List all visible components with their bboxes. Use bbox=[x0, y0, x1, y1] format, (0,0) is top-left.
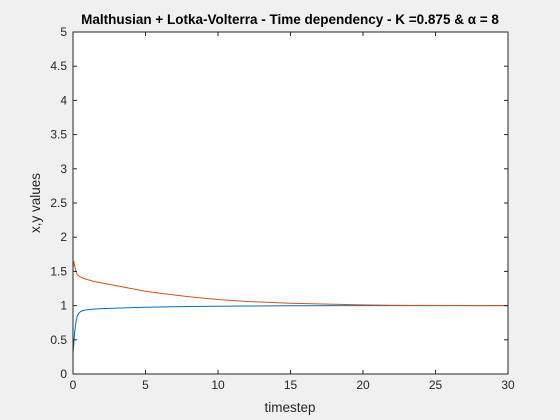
y-tick-label: 4 bbox=[60, 93, 67, 107]
y-tick-label: 2 bbox=[60, 230, 67, 244]
x-tick-label: 15 bbox=[284, 378, 298, 392]
y-tick-label: 1.5 bbox=[50, 264, 67, 278]
y-tick-label: 1 bbox=[60, 299, 67, 313]
y-tick-label: 2.5 bbox=[50, 196, 67, 210]
x-tick-label: 10 bbox=[211, 378, 225, 392]
y-tick-label: 3.5 bbox=[50, 128, 67, 142]
y-tick-label: 4.5 bbox=[50, 59, 67, 73]
y-tick-label: 5 bbox=[60, 25, 67, 39]
x-tick-label: 30 bbox=[501, 378, 515, 392]
x-axis-label: timestep bbox=[264, 400, 315, 415]
y-tick-label: 0.5 bbox=[50, 333, 67, 347]
y-tick-label: 0 bbox=[60, 367, 67, 381]
x-tick-label: 5 bbox=[142, 378, 149, 392]
y-axis-label: x,y values bbox=[28, 173, 43, 233]
x-tick-label: 0 bbox=[70, 378, 77, 392]
x-tick-label: 25 bbox=[429, 378, 443, 392]
y-tick-label: 3 bbox=[60, 162, 67, 176]
x-tick-label: 20 bbox=[356, 378, 370, 392]
plot-area bbox=[73, 32, 508, 374]
chart-title: Malthusian + Lotka-Volterra - Time depen… bbox=[81, 12, 499, 27]
